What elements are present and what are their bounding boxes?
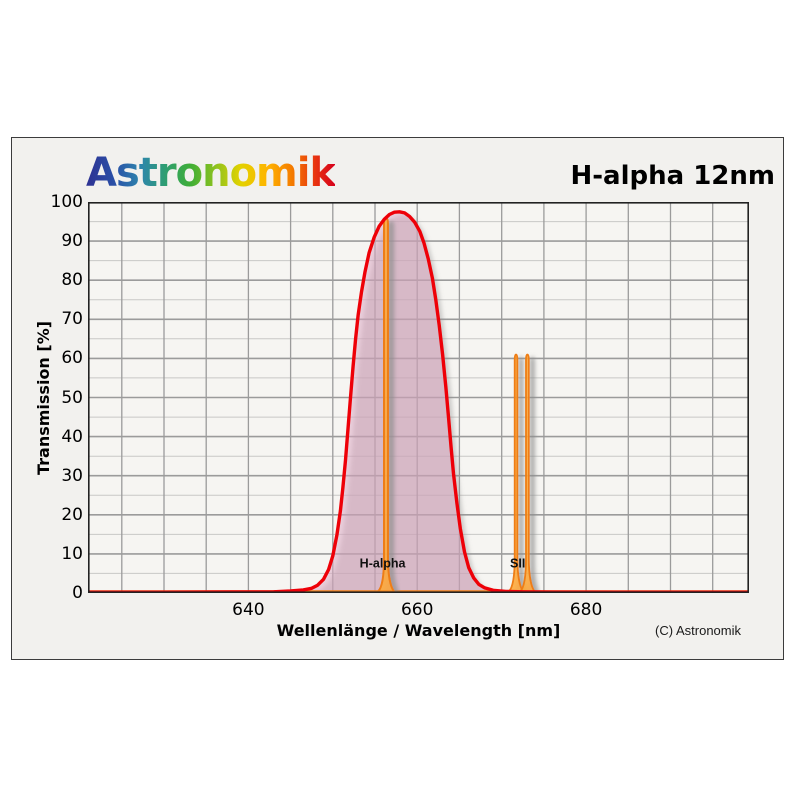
plot-border xyxy=(88,202,749,593)
emission-line-SII-b xyxy=(519,353,536,593)
annotation-H-alpha: H-alpha xyxy=(360,557,407,571)
annotation-SII: SII xyxy=(510,557,525,571)
astronomik-logo: Astronomik xyxy=(86,150,336,196)
filter-passband-area xyxy=(88,211,749,593)
plot-area: H-alpha SII xyxy=(88,202,749,593)
x-axis-title: Wellenlänge / Wavelength [nm] xyxy=(276,621,561,640)
chart-title: H-alpha 12nm xyxy=(570,161,775,191)
copyright-note: (C) Astronomik xyxy=(655,623,741,638)
emission-line-SII-a xyxy=(507,353,525,593)
y-axis-title: Transmission [%] xyxy=(34,320,53,475)
filter-transmission-curve xyxy=(88,210,749,593)
transmission-chart: H-alpha SII xyxy=(88,202,749,593)
